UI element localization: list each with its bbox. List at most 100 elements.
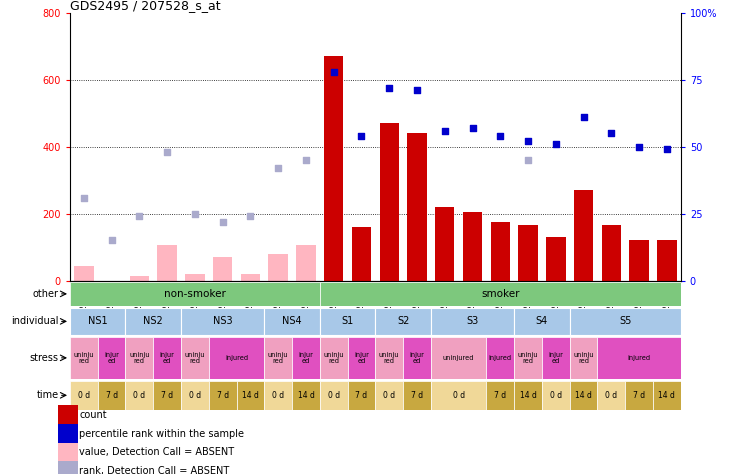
Text: S3: S3 bbox=[467, 316, 478, 327]
Text: count: count bbox=[79, 410, 107, 420]
Text: S2: S2 bbox=[397, 316, 409, 327]
Bar bbox=[570, 337, 598, 379]
Bar bbox=[375, 381, 403, 410]
Bar bbox=[486, 337, 514, 379]
Bar bbox=[431, 381, 486, 410]
Point bbox=[523, 137, 534, 145]
Bar bbox=[347, 381, 375, 410]
Bar bbox=[209, 337, 264, 379]
Text: NS4: NS4 bbox=[282, 316, 302, 327]
Text: uninju
red: uninju red bbox=[518, 352, 538, 364]
Text: 0 d: 0 d bbox=[272, 391, 284, 400]
Bar bbox=[236, 381, 264, 410]
Bar bbox=[657, 240, 676, 281]
Text: NS1: NS1 bbox=[88, 316, 107, 327]
Bar bbox=[574, 190, 593, 281]
Text: 0 d: 0 d bbox=[550, 391, 562, 400]
Point bbox=[439, 127, 450, 135]
Bar bbox=[546, 237, 565, 281]
Bar bbox=[352, 227, 371, 281]
Bar bbox=[320, 282, 681, 306]
Bar bbox=[269, 254, 288, 281]
Text: NS3: NS3 bbox=[213, 316, 233, 327]
Bar bbox=[542, 337, 570, 379]
Bar bbox=[491, 222, 510, 281]
Text: injur
ed: injur ed bbox=[299, 352, 314, 364]
Text: other: other bbox=[33, 289, 59, 299]
Bar bbox=[153, 381, 181, 410]
Bar bbox=[629, 240, 649, 281]
Text: non-smoker: non-smoker bbox=[164, 289, 226, 299]
Text: 0 d: 0 d bbox=[328, 391, 340, 400]
Bar bbox=[320, 381, 347, 410]
Text: uninju
red: uninju red bbox=[74, 352, 94, 364]
Bar bbox=[324, 56, 344, 281]
Point bbox=[495, 132, 506, 140]
Text: injur
ed: injur ed bbox=[409, 352, 425, 364]
Text: 7 d: 7 d bbox=[495, 391, 506, 400]
Bar bbox=[518, 237, 538, 281]
Bar bbox=[264, 381, 292, 410]
Bar bbox=[58, 461, 78, 474]
Bar bbox=[58, 405, 78, 425]
Point bbox=[106, 237, 118, 244]
Bar bbox=[347, 337, 375, 379]
Text: uninjured: uninjured bbox=[443, 355, 475, 361]
Text: 7 d: 7 d bbox=[411, 391, 423, 400]
Bar bbox=[403, 381, 431, 410]
Point bbox=[78, 194, 90, 201]
Text: 7 d: 7 d bbox=[633, 391, 645, 400]
Text: S1: S1 bbox=[342, 316, 354, 327]
Bar bbox=[514, 308, 570, 335]
Point bbox=[411, 87, 423, 94]
Text: injur
ed: injur ed bbox=[160, 352, 174, 364]
Point bbox=[161, 148, 173, 156]
Point bbox=[244, 212, 256, 220]
Text: 14 d: 14 d bbox=[575, 391, 592, 400]
Bar bbox=[570, 308, 681, 335]
Point bbox=[578, 113, 590, 121]
Bar bbox=[58, 424, 78, 444]
Text: 14 d: 14 d bbox=[242, 391, 259, 400]
Text: uninju
red: uninju red bbox=[573, 352, 594, 364]
Text: 14 d: 14 d bbox=[297, 391, 314, 400]
Point bbox=[133, 212, 145, 220]
Text: 0 d: 0 d bbox=[383, 391, 395, 400]
Text: injured: injured bbox=[225, 355, 248, 361]
Text: 0 d: 0 d bbox=[453, 391, 464, 400]
Bar bbox=[98, 381, 125, 410]
Text: uninju
red: uninju red bbox=[185, 352, 205, 364]
Point bbox=[467, 124, 478, 132]
Text: 0 d: 0 d bbox=[605, 391, 618, 400]
Bar bbox=[185, 274, 205, 281]
Point bbox=[606, 129, 618, 137]
Bar bbox=[653, 381, 681, 410]
Point bbox=[272, 164, 284, 172]
Bar bbox=[431, 337, 486, 379]
Bar bbox=[264, 308, 320, 335]
Text: injured: injured bbox=[489, 355, 512, 361]
Bar bbox=[153, 337, 181, 379]
Text: 0 d: 0 d bbox=[78, 391, 90, 400]
Text: 7 d: 7 d bbox=[161, 391, 173, 400]
Bar bbox=[598, 381, 626, 410]
Text: NS2: NS2 bbox=[144, 316, 163, 327]
Point bbox=[633, 143, 645, 151]
Text: S4: S4 bbox=[536, 316, 548, 327]
Bar bbox=[486, 381, 514, 410]
Text: value, Detection Call = ABSENT: value, Detection Call = ABSENT bbox=[79, 447, 235, 457]
Bar bbox=[320, 337, 347, 379]
Bar bbox=[375, 337, 403, 379]
Point bbox=[328, 68, 339, 75]
Text: rank, Detection Call = ABSENT: rank, Detection Call = ABSENT bbox=[79, 465, 230, 474]
Text: 0 d: 0 d bbox=[189, 391, 201, 400]
Text: uninju
red: uninju red bbox=[129, 352, 149, 364]
Text: smoker: smoker bbox=[481, 289, 520, 299]
Bar bbox=[463, 212, 482, 281]
Text: 7 d: 7 d bbox=[105, 391, 118, 400]
Bar bbox=[213, 257, 233, 281]
Text: injur
ed: injur ed bbox=[354, 352, 369, 364]
Text: percentile rank within the sample: percentile rank within the sample bbox=[79, 428, 244, 439]
Bar bbox=[125, 337, 153, 379]
Text: 7 d: 7 d bbox=[355, 391, 367, 400]
